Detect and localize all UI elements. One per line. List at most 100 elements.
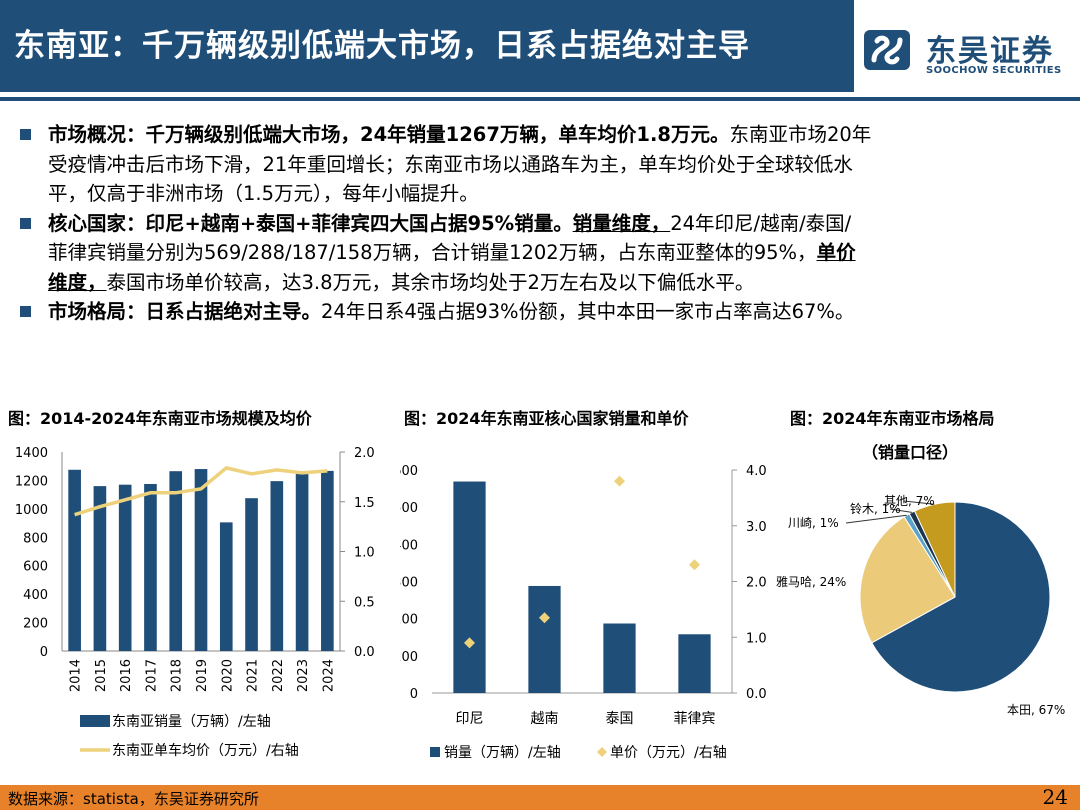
chart2-caption: 图：2024年东南亚核心国家销量和单价 (404, 409, 689, 428)
bullet-lead: 市场概况：千万辆级别低端大市场，24年销量1267万辆，单车均价1.8万元。 (48, 123, 730, 146)
y-right-tick-label: 1.0 (746, 631, 767, 646)
y-right-tick-label: 0.0 (354, 645, 375, 660)
y-left-tick-label: 600 (400, 464, 418, 479)
bullet-lead: 核心国家：印尼+越南+泰国+菲律宾四大国占据95%销量。 (48, 211, 573, 235)
x-tick-label: 2017 (144, 659, 159, 692)
y-right-tick-label: 0.5 (354, 595, 375, 610)
x-tick-label: 2024 (321, 659, 336, 692)
y-left-tick-label: 1000 (15, 503, 48, 518)
pie-leader-line (903, 500, 935, 505)
y-right-tick-label: 4.0 (746, 464, 767, 479)
pie-label: 川崎, 1% (788, 516, 839, 530)
bullet-list: 市场概况：千万辆级别低端大市场，24年销量1267万辆，单车均价1.8万元。东南… (18, 120, 1058, 327)
bar (118, 484, 132, 651)
bar (194, 469, 208, 651)
price-marker (464, 637, 475, 649)
y-left-tick-label: 200 (400, 613, 418, 628)
bar (270, 481, 284, 651)
y-right-tick-label: 2.0 (354, 446, 375, 461)
legend-label: 东南亚单车均价（万元）/右轴 (112, 742, 299, 759)
bullet-core-countries: 核心国家：印尼+越南+泰国+菲律宾四大国占据95%销量。销量维度，24年印尼/越… (18, 209, 1058, 298)
bullet-text: 平，仅高于非洲市场（1.5万元），每年小幅提升。 (48, 182, 479, 205)
x-tick-label: 泰国 (606, 711, 634, 727)
title-bar: 东南亚：千万辆级别低端大市场，日系占据绝对主导 (0, 0, 854, 92)
x-tick-label: 印尼 (456, 711, 484, 727)
header-divider (0, 97, 1080, 101)
bullet-market-structure: 市场格局：日系占据绝对主导。24年日系4强占据93%份额，其中本田一家市占率高达… (18, 297, 1058, 327)
bullet-subhead: 维度， (48, 270, 107, 294)
y-left-tick-label: 0 (410, 687, 418, 702)
bullet-text: 东南亚市场20年 (729, 123, 872, 146)
y-left-tick-label: 1400 (15, 446, 48, 461)
y-left-tick-label: 400 (400, 538, 418, 553)
pie-label: 铃木, 1% (850, 501, 901, 516)
bullet-text: 菲律宾销量分别为569/288/187/158万辆，合计销量1202万辆，占东南… (48, 241, 817, 264)
legend-swatch-marker (597, 747, 607, 757)
brand-name-en: SOOCHOW SECURITIES (926, 65, 1062, 76)
chart-core-countries: 0 100 200 300 400 500 600 0.0 1.0 2.0 3.0 4.0 印尼 越南 泰国… (400, 464, 767, 761)
bullet-square-icon (20, 217, 31, 229)
bar (321, 470, 334, 651)
footer-bar: 数据来源：statista，东吴证券研究所 24 (0, 785, 1080, 810)
y-left-tick-label: 1200 (15, 474, 48, 489)
pie-slice (859, 516, 956, 644)
y-left-tick-label: 100 (400, 650, 418, 665)
bar (453, 481, 486, 693)
bullet-text: 受疫情冲击后市场下滑，21年重回增长；东南亚市场以通路车为主，单车均价处于全球较… (48, 152, 853, 176)
price-marker (614, 475, 625, 487)
x-tick-label: 2022 (271, 659, 286, 692)
chart-market-size-price: 0 200 400 600 800 1000 1200 1400 0.0 0.5 1.0 1.5 2.0… (15, 446, 375, 759)
page-number: 24 (1042, 785, 1068, 809)
x-tick-label: 菲律宾 (674, 711, 716, 727)
x-tick-label: 2015 (94, 659, 109, 692)
pie-slice (871, 501, 1051, 693)
bar (295, 474, 309, 651)
bullet-text: 24年日系4强占据93%份额，其中本田一家市占率高达67%。 (321, 300, 855, 323)
x-tick-label: 2019 (195, 659, 210, 692)
x-tick-label: 2023 (296, 659, 311, 692)
bar (68, 469, 81, 651)
bullet-lead: 市场格局：日系占据绝对主导。 (48, 300, 322, 323)
y-left-tick-label: 400 (23, 588, 48, 603)
bullet-square-icon (20, 306, 31, 317)
bar (169, 471, 183, 651)
legend-swatch-bar (80, 715, 110, 727)
brand-name-cn: 东吴证券 (926, 34, 1054, 69)
bar (603, 623, 636, 693)
bullet-subhead: 单价 (816, 241, 856, 264)
pie-label: 雅马哈, 24% (776, 574, 846, 589)
brand-logo: 东吴证券 SOOCHOW SECURITIES (860, 24, 1070, 84)
chart-market-share-pie: 本田, 67% 雅马哈, 24% 川崎, 1% 铃木, 1%其他, 7% (776, 494, 1065, 717)
source-note: 数据来源：statista，东吴证券研究所 (8, 790, 259, 808)
y-left-tick-label: 800 (23, 531, 48, 546)
bullet-subhead: 销量维度， (572, 211, 671, 235)
bar (144, 483, 157, 651)
x-tick-label: 越南 (531, 711, 559, 727)
x-tick-label: 2018 (170, 659, 185, 692)
bullet-square-icon (20, 129, 31, 140)
legend-swatch-bar (430, 747, 440, 757)
x-tick-label: 2014 (69, 659, 84, 692)
bullet-market-overview: 市场概况：千万辆级别低端大市场，24年销量1267万辆，单车均价1.8万元。东南… (18, 120, 1058, 209)
y-right-tick-label: 1.0 (354, 546, 375, 561)
bullet-text: 泰国市场单价较高，达3.8万元，其余市场均处于2万左右及以下偏低水平。 (106, 270, 755, 294)
bar (219, 522, 233, 651)
pie-leader-line (889, 508, 912, 513)
bar (93, 486, 107, 651)
bar (678, 634, 711, 693)
y-left-tick-label: 300 (400, 576, 418, 591)
y-left-tick-label: 500 (400, 501, 418, 516)
soochow-logo-icon (864, 30, 910, 70)
price-line (74, 466, 328, 517)
y-left-tick-label: 600 (23, 560, 48, 575)
y-right-tick-label: 2.0 (746, 576, 767, 591)
pie-slice (913, 501, 956, 598)
legend-label: 东南亚销量（万辆）/左轴 (112, 714, 271, 730)
bar (528, 585, 561, 693)
y-left-tick-label: 0 (40, 645, 48, 660)
chart1-caption: 图：2014-2024年东南亚市场规模及均价 (8, 409, 312, 428)
legend-label: 销量（万辆）/左轴 (444, 745, 561, 761)
y-right-tick-label: 1.5 (354, 496, 375, 511)
pie-label: 其他, 7% (884, 494, 935, 508)
chart3-caption: 图：2024年东南亚市场格局 (790, 409, 995, 428)
